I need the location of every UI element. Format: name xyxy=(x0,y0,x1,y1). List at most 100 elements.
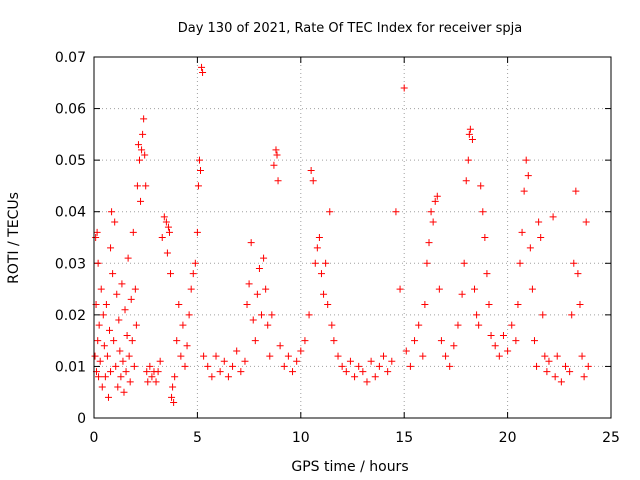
data-point xyxy=(419,352,427,360)
data-point xyxy=(533,362,541,370)
data-point xyxy=(146,362,154,370)
data-point xyxy=(135,156,143,164)
data-point xyxy=(326,208,334,216)
data-point xyxy=(415,321,423,329)
x-tick-label: 20 xyxy=(499,430,517,446)
data-point xyxy=(208,373,216,381)
data-point xyxy=(253,290,261,298)
x-axis-label: GPS time / hours xyxy=(291,459,408,475)
y-tick-label: 0.01 xyxy=(55,359,86,375)
data-point xyxy=(580,373,588,381)
data-point xyxy=(154,368,162,376)
data-point xyxy=(566,368,574,376)
data-point xyxy=(423,259,431,267)
data-point xyxy=(388,357,396,365)
data-point xyxy=(545,357,553,365)
data-point xyxy=(481,234,489,241)
data-point xyxy=(435,285,443,293)
data-point xyxy=(165,228,173,236)
data-point xyxy=(229,362,237,370)
data-point xyxy=(139,130,147,138)
data-point xyxy=(109,270,117,278)
data-point xyxy=(483,270,491,278)
grid-lines xyxy=(94,57,611,418)
data-point xyxy=(264,321,272,329)
data-point xyxy=(107,244,115,252)
y-tick-label: 0.07 xyxy=(55,50,86,66)
data-point xyxy=(243,301,251,309)
data-point xyxy=(462,177,470,185)
data-point xyxy=(156,357,164,365)
data-point xyxy=(380,352,388,360)
data-point xyxy=(570,259,578,267)
data-point xyxy=(233,347,241,355)
data-point xyxy=(183,342,191,350)
data-point xyxy=(100,342,108,350)
data-point xyxy=(495,352,503,360)
data-point xyxy=(549,213,557,221)
data-point xyxy=(427,208,435,216)
data-point xyxy=(137,197,145,205)
data-point xyxy=(576,301,584,309)
data-point xyxy=(522,156,530,164)
data-point xyxy=(276,342,284,350)
data-point xyxy=(266,352,274,360)
data-point xyxy=(539,311,547,319)
data-point xyxy=(392,208,400,216)
data-point xyxy=(311,259,319,267)
data-point xyxy=(94,259,102,267)
x-tick-label: 10 xyxy=(292,430,310,446)
data-point xyxy=(553,352,561,360)
data-point xyxy=(338,362,346,370)
data-point xyxy=(108,208,116,216)
data-point xyxy=(317,270,325,278)
data-point xyxy=(140,115,148,123)
data-point xyxy=(582,218,590,226)
data-point xyxy=(132,321,140,329)
data-point xyxy=(189,270,197,278)
y-axis-label: ROTI / TECUs xyxy=(6,192,22,284)
data-point xyxy=(126,378,134,386)
data-point xyxy=(328,321,336,329)
data-point xyxy=(526,244,534,252)
x-tick-labels: 0 5 10 15 20 25 xyxy=(90,430,620,446)
data-point xyxy=(305,311,313,319)
data-point xyxy=(125,352,133,360)
data-point xyxy=(260,254,268,262)
data-point xyxy=(93,228,101,236)
data-point xyxy=(113,290,121,298)
data-point xyxy=(477,182,485,190)
data-point xyxy=(95,321,103,329)
y-tick-label: 0.04 xyxy=(55,205,86,221)
data-point xyxy=(458,290,466,298)
data-point xyxy=(119,357,127,365)
data-point xyxy=(396,285,404,293)
data-point xyxy=(520,187,528,195)
data-point xyxy=(270,161,278,169)
data-point xyxy=(485,301,493,309)
y-tick-label: 0.02 xyxy=(55,308,86,324)
data-point xyxy=(95,373,103,381)
data-point xyxy=(330,337,338,345)
data-point xyxy=(122,368,130,376)
data-point xyxy=(141,151,149,159)
data-point xyxy=(191,259,199,267)
data-point xyxy=(220,357,228,365)
data-point xyxy=(535,218,543,226)
data-point xyxy=(528,285,536,293)
data-point xyxy=(402,347,410,355)
data-point xyxy=(116,347,124,355)
data-point xyxy=(468,136,476,144)
data-point xyxy=(255,264,263,272)
x-tick-label: 5 xyxy=(193,430,202,446)
data-point xyxy=(274,177,282,185)
data-point xyxy=(537,234,545,241)
data-point xyxy=(117,373,125,381)
data-point xyxy=(557,378,565,386)
data-point xyxy=(121,306,129,314)
data-point xyxy=(249,316,257,324)
data-point xyxy=(479,208,487,216)
data-point xyxy=(129,228,137,236)
data-point xyxy=(181,362,189,370)
